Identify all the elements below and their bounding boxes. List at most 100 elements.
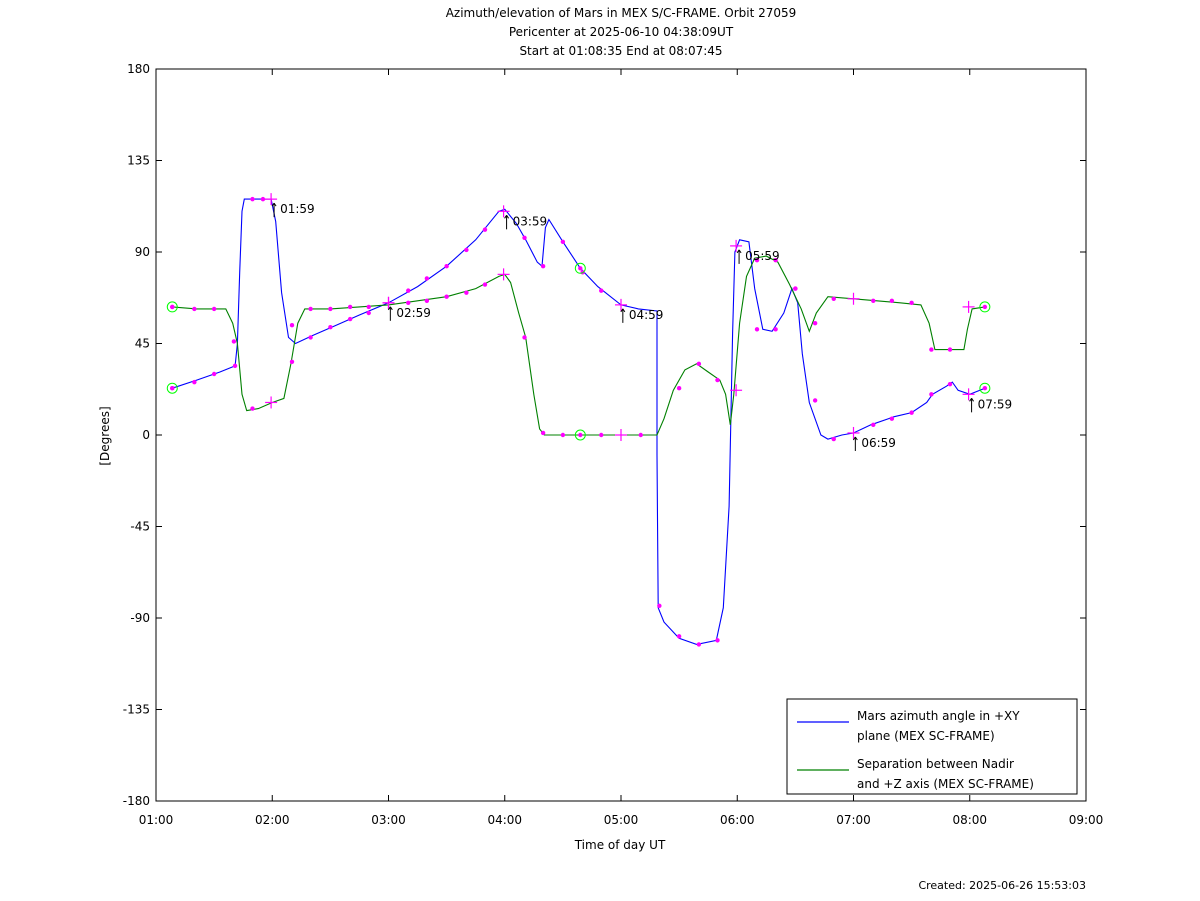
dot-marker (889, 298, 895, 303)
dot-marker (696, 642, 702, 647)
dot-marker (754, 327, 760, 332)
legend-label: Mars azimuth angle in +XY (857, 709, 1020, 723)
annotation-label: 01:59 (280, 202, 315, 216)
plus-marker (962, 300, 975, 313)
dot-marker (464, 290, 469, 295)
x-tick-label: 05:00 (604, 813, 639, 827)
dot-marker (560, 432, 566, 438)
dot-marker (522, 235, 527, 240)
annotation-arrow-head (620, 308, 624, 313)
series-line-1 (172, 255, 985, 436)
dot-marker (482, 282, 488, 287)
y-tick-label: 135 (127, 154, 150, 168)
title-line: Pericenter at 2025-06-10 04:38:09UT (509, 25, 734, 39)
dot-marker (308, 306, 313, 312)
x-tick-label: 09:00 (1069, 813, 1104, 827)
circle-marker-center (982, 304, 988, 310)
annotation-label: 05:59 (745, 249, 780, 263)
annotation-label: 06:59 (861, 436, 896, 450)
x-axis: 01:00 02:00 03:00 04:00 05:00 06:00 07:00 08:00… (139, 69, 1104, 827)
time-annotations: 01:59 02:59 03:59 04:59 05:59 06:59 07:59 (271, 202, 1012, 451)
plus-marker (265, 396, 278, 409)
x-tick-label: 08:00 (952, 813, 987, 827)
annotation-arrow-head (504, 215, 508, 219)
plus-marker (497, 268, 510, 281)
annotation-arrow-head (506, 215, 510, 219)
y-tick-label: -135 (123, 703, 150, 717)
circle-marker-center (170, 386, 175, 391)
dot-marker (676, 634, 682, 639)
y-tick-label: 0 (142, 428, 150, 442)
plus-marker (730, 384, 743, 397)
annotation-arrow-head (852, 436, 856, 441)
dot-marker (773, 257, 778, 263)
dot-marker (871, 422, 876, 428)
dot-marker (773, 327, 778, 332)
dot-marker (260, 196, 266, 202)
plus-marker (497, 205, 510, 218)
title-line: Start at 01:08:35 End at 08:07:45 (519, 44, 722, 58)
plus-marker (382, 296, 395, 309)
dot-marker (328, 325, 333, 330)
dot-marker (289, 359, 295, 364)
dot-marker (599, 288, 604, 293)
dot-marker (328, 306, 333, 312)
legend: Mars azimuth angle in +XY plane (MEX SC-F… (786, 698, 1078, 795)
y-tick-label: 45 (135, 337, 150, 351)
plus-marker (730, 239, 743, 252)
x-tick-label: 01:00 (139, 813, 174, 827)
legend-label: Separation between Nadir (857, 757, 1014, 771)
dot-marker (560, 239, 566, 245)
dot-marker (250, 406, 255, 411)
y-tick-label: -45 (130, 520, 150, 534)
x-tick-label: 07:00 (836, 813, 871, 827)
dot-marker (812, 398, 818, 403)
annotation-label: 03:59 (513, 214, 548, 228)
dot-marker (909, 300, 914, 306)
annotation-arrow-head (854, 436, 858, 441)
dot-marker (540, 264, 546, 269)
annotation-arrow-head (622, 308, 626, 313)
circle-marker (979, 301, 991, 313)
circle-marker-center (578, 266, 583, 271)
dot-marker (929, 347, 934, 352)
dot-marker (444, 294, 449, 299)
x-axis-label: Time of day UT (574, 838, 666, 852)
plus-marker (615, 429, 627, 441)
dot-marker (289, 323, 295, 328)
dot-marker (444, 264, 449, 269)
dot-marker (793, 286, 798, 291)
circle-marker-center (982, 386, 988, 391)
y-tick-label: 180 (127, 62, 150, 76)
x-tick-label: 06:00 (720, 813, 755, 827)
plus-marker (615, 298, 627, 311)
dot-marker (638, 432, 643, 438)
plus-marker (962, 388, 975, 401)
dot-marker (871, 298, 876, 303)
dot-marker (406, 288, 411, 293)
y-axis: 180 135 90 45 0 -45 -90 -135 -180 (123, 62, 1086, 808)
plus-marker (847, 292, 860, 305)
dot-marker (909, 410, 914, 415)
dot-marker (482, 227, 488, 232)
plus-marker (847, 426, 860, 439)
dot-marker (192, 379, 197, 385)
circle-marker (574, 262, 586, 274)
dot-marker (715, 377, 720, 383)
annotation-arrow-head (273, 202, 277, 207)
dot-marker (889, 416, 895, 421)
title-line: Azimuth/elevation of Mars in MEX S/C-FRA… (446, 6, 797, 20)
series-line-0 (172, 198, 986, 645)
dot-marker (366, 304, 371, 310)
x-tick-label: 04:00 (487, 813, 522, 827)
dot-marker (831, 296, 836, 301)
y-tick-label: -90 (130, 611, 150, 625)
dot-marker (929, 392, 934, 397)
x-tick-label: 02:00 (255, 813, 290, 827)
dot-marker (347, 304, 353, 310)
circle-marker-center (578, 432, 583, 438)
dot-marker (464, 247, 469, 253)
dot-marker (211, 306, 217, 312)
dot-marker (250, 196, 255, 202)
